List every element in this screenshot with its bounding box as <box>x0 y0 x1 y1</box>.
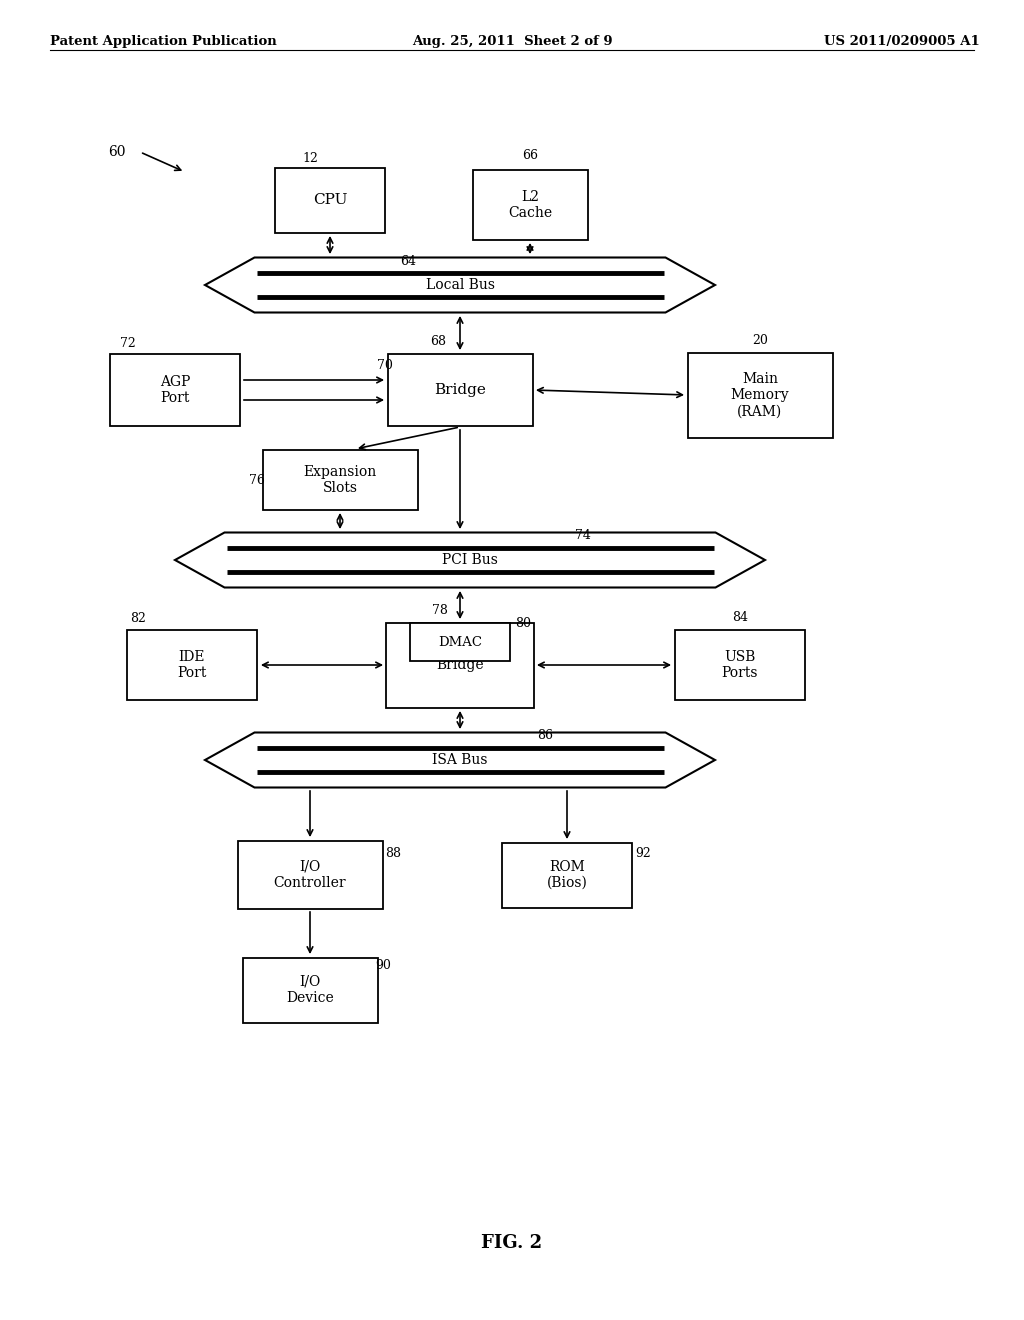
Text: 12: 12 <box>302 152 317 165</box>
Text: 84: 84 <box>732 611 748 624</box>
Bar <box>687 352 833 437</box>
Bar <box>275 168 385 232</box>
Text: Aug. 25, 2011  Sheet 2 of 9: Aug. 25, 2011 Sheet 2 of 9 <box>412 36 612 48</box>
Text: FIG. 2: FIG. 2 <box>481 1234 543 1251</box>
Text: AGP
Port: AGP Port <box>160 375 190 405</box>
Text: 86: 86 <box>537 729 553 742</box>
Bar <box>127 630 257 700</box>
Text: 64: 64 <box>400 255 416 268</box>
Text: Expansion
Slots: Expansion Slots <box>303 465 377 495</box>
Text: 74: 74 <box>575 529 591 543</box>
Text: IDE
Port: IDE Port <box>177 649 207 680</box>
Text: CPU: CPU <box>312 193 347 207</box>
Text: 70: 70 <box>377 359 393 372</box>
Text: I/O
Controller: I/O Controller <box>273 859 346 890</box>
Text: 76: 76 <box>249 474 265 487</box>
Bar <box>262 450 418 510</box>
Text: 68: 68 <box>430 335 446 348</box>
Text: 88: 88 <box>385 847 401 861</box>
Text: Bridge: Bridge <box>436 657 483 672</box>
Text: Bridge: Bridge <box>434 383 486 397</box>
Text: USB
Ports: USB Ports <box>722 649 758 680</box>
Text: 60: 60 <box>108 145 126 158</box>
Text: 20: 20 <box>752 334 768 347</box>
Text: 90: 90 <box>375 960 391 972</box>
Bar <box>410 623 510 661</box>
Bar <box>387 354 532 426</box>
Text: Local Bus: Local Bus <box>426 279 495 292</box>
Text: ISA Bus: ISA Bus <box>432 752 487 767</box>
Bar <box>243 957 378 1023</box>
Text: L2
Cache: L2 Cache <box>508 190 552 220</box>
Text: Main
Memory
(RAM): Main Memory (RAM) <box>731 372 790 418</box>
Bar <box>502 842 632 908</box>
Text: 66: 66 <box>522 149 538 162</box>
Bar <box>238 841 383 909</box>
Text: 72: 72 <box>120 337 136 350</box>
Text: 78: 78 <box>432 605 447 616</box>
Text: 80: 80 <box>515 616 531 630</box>
Bar <box>110 354 240 426</box>
Bar <box>386 623 534 708</box>
Text: 82: 82 <box>130 612 145 624</box>
Text: 92: 92 <box>635 847 650 861</box>
Text: Patent Application Publication: Patent Application Publication <box>50 36 276 48</box>
Text: I/O
Device: I/O Device <box>286 975 334 1005</box>
Bar <box>472 170 588 240</box>
Text: US 2011/0209005 A1: US 2011/0209005 A1 <box>824 36 980 48</box>
Bar <box>675 630 805 700</box>
Text: PCI Bus: PCI Bus <box>442 553 498 568</box>
Text: ROM
(Bios): ROM (Bios) <box>547 859 588 890</box>
Text: DMAC: DMAC <box>438 635 482 648</box>
